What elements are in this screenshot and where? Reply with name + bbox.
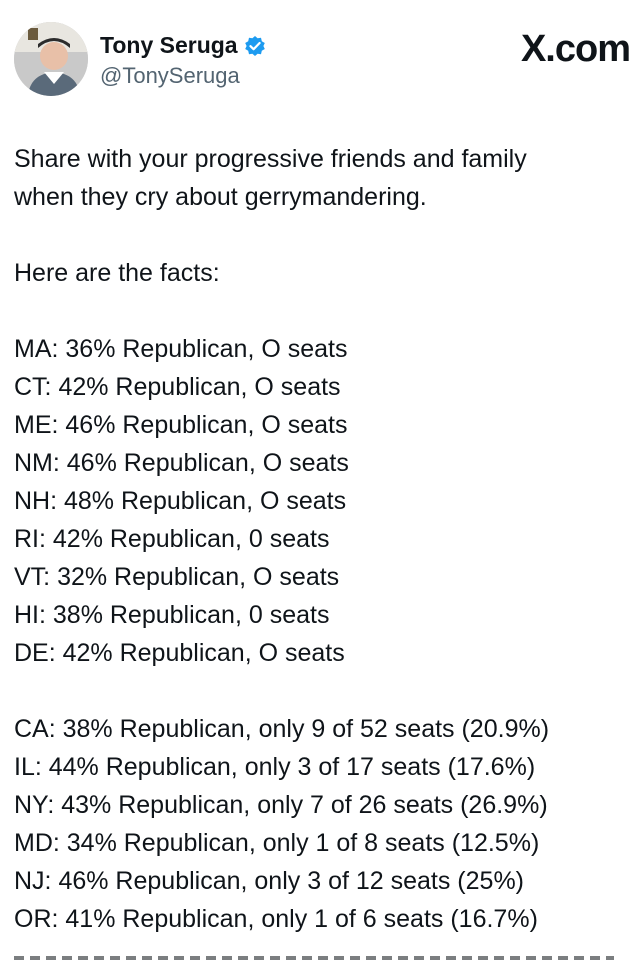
intro-line-1: Share with your progressive friends and … (14, 145, 527, 173)
list-item: RI: 42% Republican, 0 seats (14, 525, 330, 553)
x-logo: X.com (520, 28, 631, 70)
list-item: MD: 34% Republican, only 1 of 8 seats (1… (14, 829, 540, 857)
lead-line: Here are the facts: (14, 259, 220, 287)
author-block: Tony Seruga @TonySeruga (100, 32, 266, 89)
group-some-seats: CA: 38% Republican, only 9 of 52 seats (… (14, 710, 634, 938)
list-item: OR: 41% Republican, only 1 of 6 seats (1… (14, 905, 538, 933)
list-item: CT: 42% Republican, O seats (14, 373, 341, 401)
list-item: CA: 38% Republican, only 9 of 52 seats (… (14, 715, 550, 743)
tweet-header: Tony Seruga @TonySeruga X.com (14, 22, 631, 102)
profile-photo-icon (14, 22, 88, 96)
group-zero-seats: MA: 36% Republican, O seats CT: 42% Repu… (14, 330, 634, 672)
tweet-text: Share with your progressive friends and … (14, 140, 634, 938)
intro-line-2: when they cry about gerrymandering. (14, 183, 427, 211)
list-item: NY: 43% Republican, only 7 of 26 seats (… (14, 791, 548, 819)
list-item: NH: 48% Republican, O seats (14, 487, 347, 515)
author-name[interactable]: Tony Seruga (100, 32, 238, 58)
list-item: DE: 42% Republican, O seats (14, 639, 345, 667)
list-item: VT: 32% Republican, O seats (14, 563, 340, 591)
list-item: MA: 36% Republican, O seats (14, 335, 348, 363)
verified-badge-icon (244, 35, 266, 57)
truncated-text-edge (14, 950, 614, 960)
list-item: HI: 38% Republican, 0 seats (14, 601, 330, 629)
list-item: ME: 46% Republican, O seats (14, 411, 348, 439)
avatar[interactable] (14, 22, 88, 96)
list-item: IL: 44% Republican, only 3 of 17 seats (… (14, 753, 536, 781)
list-item: NJ: 46% Republican, only 3 of 12 seats (… (14, 867, 524, 895)
list-item: NM: 46% Republican, O seats (14, 449, 349, 477)
author-handle[interactable]: @TonySeruga (100, 63, 240, 88)
